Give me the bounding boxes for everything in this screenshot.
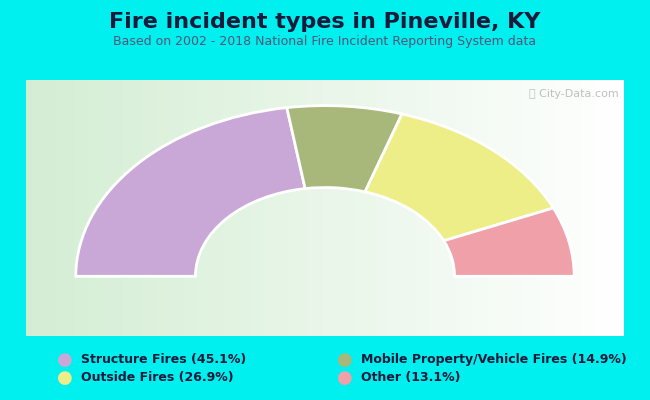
Text: Other (13.1%): Other (13.1%)	[361, 372, 460, 384]
Text: Fire incident types in Pineville, KY: Fire incident types in Pineville, KY	[109, 12, 541, 32]
Text: ⓘ City-Data.com: ⓘ City-Data.com	[529, 88, 619, 98]
Wedge shape	[287, 106, 402, 192]
Text: Based on 2002 - 2018 National Fire Incident Reporting System data: Based on 2002 - 2018 National Fire Incid…	[114, 36, 536, 48]
Text: Mobile Property/Vehicle Fires (14.9%): Mobile Property/Vehicle Fires (14.9%)	[361, 354, 627, 366]
Wedge shape	[365, 114, 553, 241]
Text: ●: ●	[57, 369, 73, 387]
Wedge shape	[76, 108, 305, 276]
Text: Structure Fires (45.1%): Structure Fires (45.1%)	[81, 354, 246, 366]
Text: ●: ●	[57, 351, 73, 369]
Text: ●: ●	[337, 369, 352, 387]
Text: Outside Fires (26.9%): Outside Fires (26.9%)	[81, 372, 234, 384]
Text: ●: ●	[337, 351, 352, 369]
Wedge shape	[444, 208, 574, 276]
